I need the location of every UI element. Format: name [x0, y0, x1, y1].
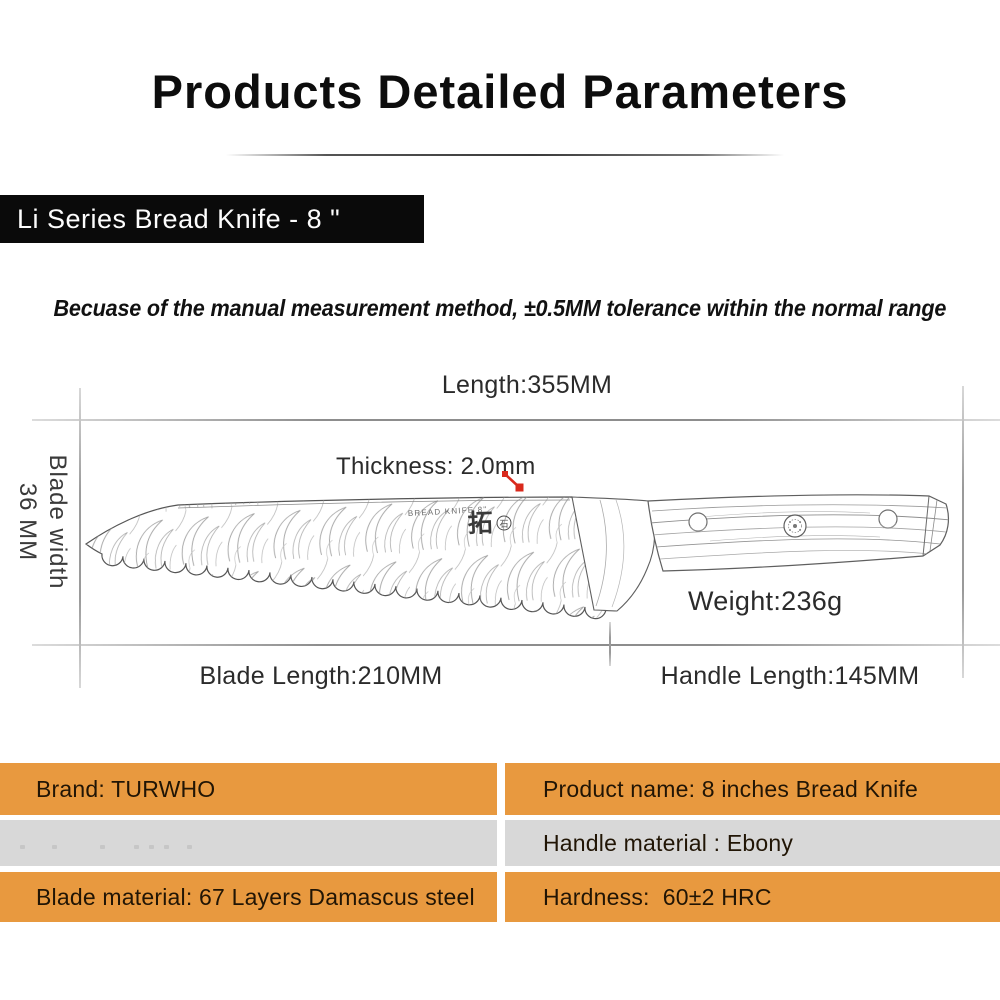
faded-text-artifact — [149, 845, 154, 849]
length-label: Length:355MM — [441, 371, 613, 399]
bolster — [571, 496, 656, 612]
blade-brand-marking: BREAD KNIFE 8" — [408, 505, 488, 518]
handle-length-label: Handle Length:145MM — [660, 662, 920, 690]
blade-handle-divider-tick — [609, 622, 611, 666]
spec-cell-blade-material: Blade material: 67 Layers Damascus steel — [0, 872, 497, 922]
faded-text-artifact — [187, 845, 192, 849]
overall-length-line — [32, 419, 1000, 421]
blade-logo-seal-glyph: 石 — [499, 520, 508, 530]
spec-row-brand: Brand: TURWHO Product name: 8 inches Bre… — [0, 763, 1000, 815]
baseline-length-line — [32, 644, 1000, 646]
blade-length-label: Blade Length:210MM — [199, 662, 443, 690]
title-underline — [226, 154, 784, 156]
mosaic-pin — [783, 514, 807, 538]
spec-row-blade-material: Blade material: 67 Layers Damascus steel… — [0, 872, 1000, 922]
blade-logo: 拓 — [467, 508, 493, 538]
left-extent-line — [79, 388, 81, 688]
spec-row-handle-material: Handle material : Ebony — [0, 820, 1000, 866]
thickness-label: Thickness: 2.0mm — [336, 453, 536, 480]
weight-label: Weight:236g — [688, 586, 843, 616]
tolerance-note: Becuase of the manual measurement method… — [53, 295, 947, 321]
spec-cell-product-name: Product name: 8 inches Bread Knife — [505, 763, 1000, 815]
spine-detail-line — [177, 499, 571, 509]
blade-outline — [84, 496, 607, 620]
spec-cell-hardness: Hardness: 60±2 HRC — [505, 872, 1000, 922]
faded-text-artifact — [52, 845, 57, 849]
product-name-banner: Li Series Bread Knife - 8 " — [0, 195, 424, 243]
faded-text-artifact — [20, 845, 25, 849]
blade-logo-seal — [496, 515, 512, 531]
spec-cell-brand: Brand: TURWHO — [0, 763, 497, 815]
page-title: Products Detailed Parameters — [151, 65, 849, 118]
handle — [647, 494, 950, 572]
spec-cell-handle-material: Handle material : Ebony — [505, 820, 1000, 866]
wood-grain — [649, 504, 949, 560]
faded-text-artifact — [164, 845, 169, 849]
faded-text-artifact — [100, 845, 105, 849]
product-name-banner-label: Li Series Bread Knife - 8 " — [17, 204, 341, 234]
damascus-pattern — [86, 497, 606, 619]
spec-cell-blank — [0, 820, 497, 866]
faded-text-artifact — [134, 845, 139, 849]
right-extent-line — [962, 386, 964, 678]
thickness-arrow — [502, 471, 524, 492]
